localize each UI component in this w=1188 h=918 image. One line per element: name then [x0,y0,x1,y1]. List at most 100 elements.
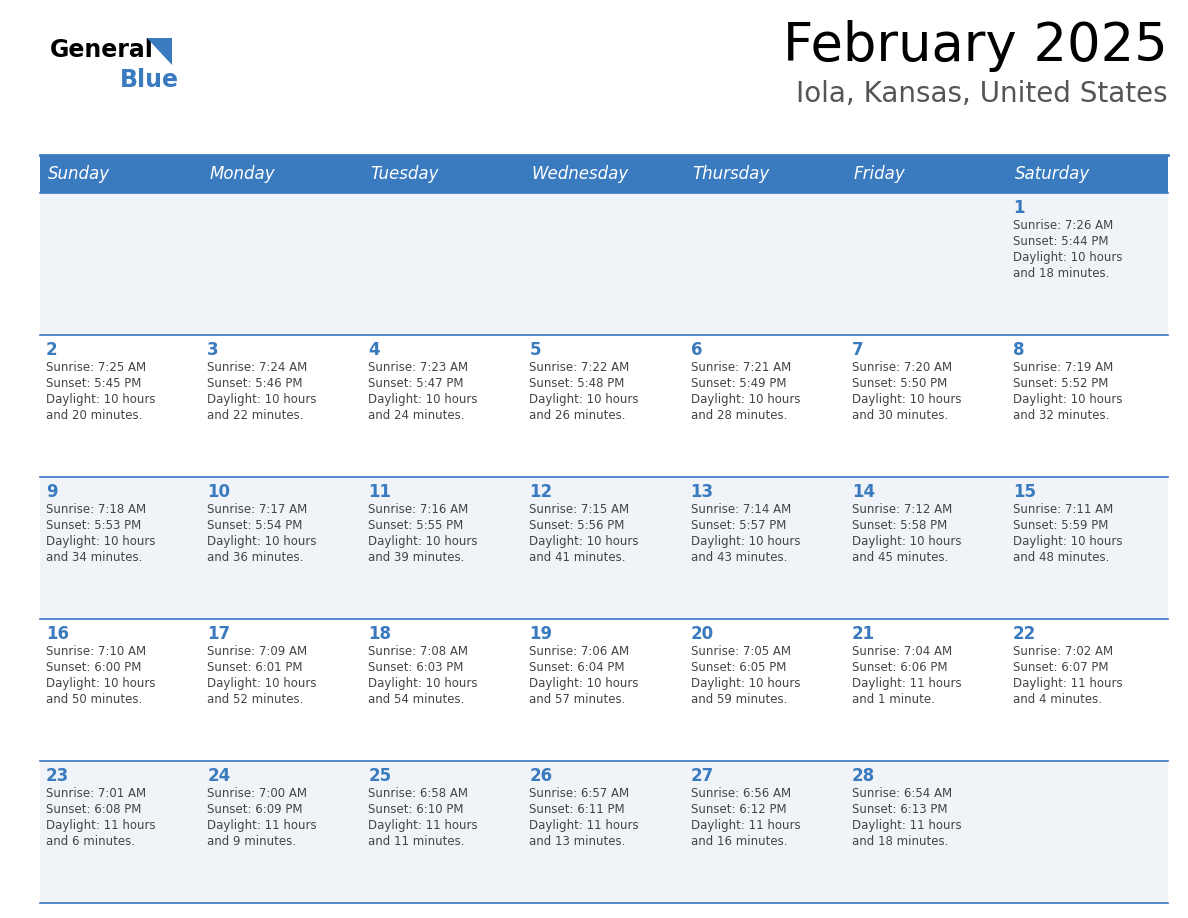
Text: Sunrise: 7:20 AM: Sunrise: 7:20 AM [852,361,952,374]
Text: 25: 25 [368,767,391,785]
Bar [40,761,1168,903]
Text: Sunset: 6:07 PM: Sunset: 6:07 PM [1013,661,1108,674]
Text: Monday: Monday [209,165,274,183]
Text: 1: 1 [1013,199,1024,217]
Text: and 54 minutes.: and 54 minutes. [368,693,465,706]
Text: 4: 4 [368,341,380,359]
Text: Sunset: 5:44 PM: Sunset: 5:44 PM [1013,235,1108,248]
Text: Daylight: 10 hours: Daylight: 10 hours [46,677,156,690]
Text: 28: 28 [852,767,874,785]
Text: Sunset: 6:09 PM: Sunset: 6:09 PM [207,803,303,816]
Text: Sunset: 5:54 PM: Sunset: 5:54 PM [207,519,303,532]
Text: Daylight: 10 hours: Daylight: 10 hours [530,393,639,406]
Text: and 34 minutes.: and 34 minutes. [46,551,143,564]
Text: 21: 21 [852,625,874,643]
Text: and 41 minutes.: and 41 minutes. [530,551,626,564]
Text: Sunset: 5:45 PM: Sunset: 5:45 PM [46,377,141,390]
Text: Daylight: 10 hours: Daylight: 10 hours [207,677,317,690]
Text: Daylight: 11 hours: Daylight: 11 hours [46,819,156,832]
Text: Daylight: 10 hours: Daylight: 10 hours [207,393,317,406]
Text: Sunrise: 7:08 AM: Sunrise: 7:08 AM [368,645,468,658]
Text: Sunset: 5:52 PM: Sunset: 5:52 PM [1013,377,1108,390]
Text: Sunrise: 7:22 AM: Sunrise: 7:22 AM [530,361,630,374]
Bar [40,477,1168,619]
Text: Daylight: 10 hours: Daylight: 10 hours [852,535,961,548]
Text: Daylight: 10 hours: Daylight: 10 hours [1013,251,1123,264]
Text: Sunset: 6:10 PM: Sunset: 6:10 PM [368,803,463,816]
Text: 18: 18 [368,625,391,643]
Text: Sunrise: 6:57 AM: Sunrise: 6:57 AM [530,787,630,800]
Text: Daylight: 10 hours: Daylight: 10 hours [207,535,317,548]
Text: and 43 minutes.: and 43 minutes. [690,551,786,564]
Bar [40,619,1168,761]
Text: and 48 minutes.: and 48 minutes. [1013,551,1110,564]
Text: and 6 minutes.: and 6 minutes. [46,835,135,848]
Text: Tuesday: Tuesday [371,165,438,183]
Text: 6: 6 [690,341,702,359]
Text: 13: 13 [690,483,714,501]
Text: Sunrise: 7:10 AM: Sunrise: 7:10 AM [46,645,146,658]
Text: and 36 minutes.: and 36 minutes. [207,551,303,564]
Text: Daylight: 10 hours: Daylight: 10 hours [530,535,639,548]
Text: and 18 minutes.: and 18 minutes. [852,835,948,848]
Text: Sunset: 5:56 PM: Sunset: 5:56 PM [530,519,625,532]
Text: February 2025: February 2025 [783,20,1168,72]
Text: and 45 minutes.: and 45 minutes. [852,551,948,564]
Text: Sunrise: 7:09 AM: Sunrise: 7:09 AM [207,645,308,658]
Bar [40,155,1168,193]
Bar [40,193,1168,335]
Text: Sunset: 5:48 PM: Sunset: 5:48 PM [530,377,625,390]
Text: Daylight: 10 hours: Daylight: 10 hours [530,677,639,690]
Text: and 50 minutes.: and 50 minutes. [46,693,143,706]
Text: Sunset: 5:53 PM: Sunset: 5:53 PM [46,519,141,532]
Text: 3: 3 [207,341,219,359]
Text: and 4 minutes.: and 4 minutes. [1013,693,1101,706]
Text: Daylight: 10 hours: Daylight: 10 hours [368,393,478,406]
Text: Sunrise: 7:15 AM: Sunrise: 7:15 AM [530,503,630,516]
Text: 7: 7 [852,341,864,359]
Text: and 24 minutes.: and 24 minutes. [368,409,465,422]
Text: Daylight: 10 hours: Daylight: 10 hours [46,393,156,406]
Text: Sunset: 5:59 PM: Sunset: 5:59 PM [1013,519,1108,532]
Text: Sunset: 5:46 PM: Sunset: 5:46 PM [207,377,303,390]
Text: 14: 14 [852,483,874,501]
Text: Sunrise: 6:54 AM: Sunrise: 6:54 AM [852,787,952,800]
Text: and 57 minutes.: and 57 minutes. [530,693,626,706]
Text: Sunrise: 7:26 AM: Sunrise: 7:26 AM [1013,219,1113,232]
Text: Sunset: 6:11 PM: Sunset: 6:11 PM [530,803,625,816]
Bar [40,335,1168,477]
Text: Blue: Blue [120,68,179,92]
Text: Sunset: 5:55 PM: Sunset: 5:55 PM [368,519,463,532]
Text: Sunset: 6:00 PM: Sunset: 6:00 PM [46,661,141,674]
Text: 12: 12 [530,483,552,501]
Text: Sunrise: 7:24 AM: Sunrise: 7:24 AM [207,361,308,374]
Text: Sunrise: 7:16 AM: Sunrise: 7:16 AM [368,503,468,516]
Text: Daylight: 10 hours: Daylight: 10 hours [46,535,156,548]
Text: and 11 minutes.: and 11 minutes. [368,835,465,848]
Text: and 18 minutes.: and 18 minutes. [1013,267,1110,280]
Text: Sunset: 6:04 PM: Sunset: 6:04 PM [530,661,625,674]
Text: 27: 27 [690,767,714,785]
Text: Sunrise: 6:56 AM: Sunrise: 6:56 AM [690,787,791,800]
Text: Daylight: 11 hours: Daylight: 11 hours [852,819,961,832]
Text: and 22 minutes.: and 22 minutes. [207,409,304,422]
Text: Iola, Kansas, United States: Iola, Kansas, United States [796,80,1168,108]
Text: Thursday: Thursday [693,165,770,183]
Text: Sunrise: 7:04 AM: Sunrise: 7:04 AM [852,645,952,658]
Text: 10: 10 [207,483,230,501]
Text: 15: 15 [1013,483,1036,501]
Text: 9: 9 [46,483,58,501]
Text: Sunset: 6:12 PM: Sunset: 6:12 PM [690,803,786,816]
Text: Daylight: 11 hours: Daylight: 11 hours [852,677,961,690]
Text: General: General [50,38,154,62]
Text: Daylight: 11 hours: Daylight: 11 hours [368,819,478,832]
Text: Sunrise: 7:02 AM: Sunrise: 7:02 AM [1013,645,1113,658]
Text: 16: 16 [46,625,69,643]
Text: 22: 22 [1013,625,1036,643]
Text: Daylight: 10 hours: Daylight: 10 hours [690,677,800,690]
Text: and 59 minutes.: and 59 minutes. [690,693,786,706]
Text: Sunrise: 7:05 AM: Sunrise: 7:05 AM [690,645,790,658]
Text: and 32 minutes.: and 32 minutes. [1013,409,1110,422]
Text: Sunrise: 7:11 AM: Sunrise: 7:11 AM [1013,503,1113,516]
Text: Sunset: 5:58 PM: Sunset: 5:58 PM [852,519,947,532]
